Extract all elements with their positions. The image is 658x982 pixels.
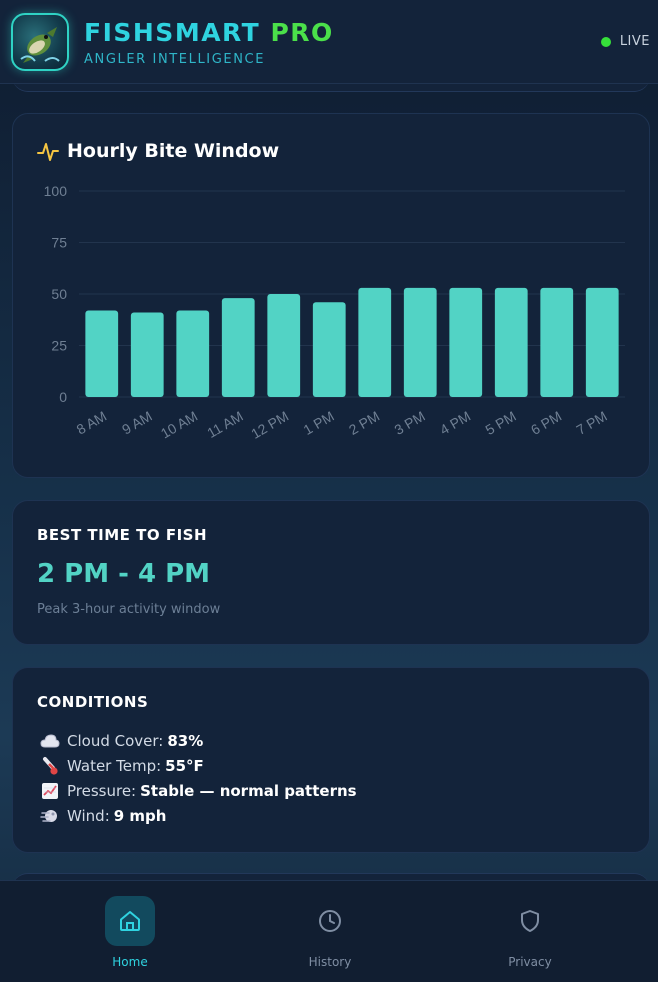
conditions-list: Cloud Cover: 83% Water Temp: 55°F Pressu… (39, 728, 357, 828)
conditions-heading: CONDITIONS (37, 693, 149, 711)
condition-value: 9 mph (113, 806, 167, 825)
x-tick-label: 6 PM (528, 408, 564, 438)
bar (267, 294, 301, 397)
bar (358, 287, 392, 397)
condition-value: 83% (167, 731, 204, 750)
x-tick-label: 11 AM (204, 408, 245, 441)
x-tick-label: 7 PM (573, 408, 609, 438)
nav-home-icon-wrap[interactable] (105, 896, 155, 946)
condition-cloud-cover: Cloud Cover: 83% (39, 728, 357, 753)
thermometer-icon (39, 755, 61, 777)
bar (221, 298, 255, 397)
home-icon (120, 911, 140, 931)
condition-value: Stable — normal patterns (140, 781, 357, 800)
clock-icon (319, 910, 341, 932)
app-title-pro: PRO (270, 18, 334, 47)
condition-pressure: Pressure: Stable — normal patterns (39, 778, 357, 803)
chart-up-icon (39, 780, 61, 802)
nav-privacy-label: Privacy (508, 955, 552, 969)
condition-label: Water Temp: (67, 756, 162, 775)
bar (176, 310, 210, 397)
app-header: FISHSMART PRO ANGLER INTELLIGENCE LIVE (0, 0, 658, 84)
condition-value: 55°F (165, 756, 204, 775)
y-tick-label: 75 (51, 235, 67, 251)
best-time-note: Peak 3-hour activity window (37, 602, 221, 617)
nav-history[interactable]: History (280, 896, 380, 969)
best-time-value: 2 PM - 4 PM (37, 559, 211, 589)
activity-pulse-icon (37, 143, 59, 161)
bar (449, 287, 483, 397)
bass-fish-icon (20, 27, 60, 63)
bar (85, 310, 119, 397)
live-dot-icon (600, 36, 611, 47)
nav-home[interactable]: Home (80, 896, 180, 969)
nav-privacy-icon-wrap[interactable] (505, 896, 555, 946)
condition-label: Wind: (67, 806, 110, 825)
nav-privacy[interactable]: Privacy (480, 896, 580, 969)
bite-window-chart: 0 25 50 75 100 8 AM 9 AM 10 AM 11 AM 12 PM 1 PM 2 P… (44, 183, 625, 442)
chart-title: Hourly Bite Window (67, 140, 280, 162)
x-tick-label: 9 AM (119, 408, 155, 438)
best-time-card: BEST TIME TO FISH 2 PM - 4 PM Peak 3-hou… (12, 500, 650, 645)
bottom-navigation: Home History Privacy (0, 880, 658, 982)
bar (540, 287, 574, 397)
shield-icon (521, 910, 539, 932)
cloud-icon (39, 730, 61, 752)
bar (130, 312, 164, 397)
nav-history-label: History (308, 955, 352, 969)
bar (403, 287, 437, 397)
app-title: FISHSMART PRO (84, 18, 334, 47)
bar (585, 287, 619, 397)
x-tick-label: 3 PM (391, 408, 427, 438)
x-tick-label: 5 PM (482, 408, 518, 438)
x-tick-label: 2 PM (346, 408, 382, 438)
x-tick-label: 8 AM (74, 408, 110, 438)
y-tick-label: 0 (59, 389, 67, 405)
x-tick-label: 4 PM (437, 408, 473, 438)
hourly-bite-card: Hourly Bite Window 0 25 50 75 100 8 AM 9 AM 10 … (12, 113, 650, 478)
y-tick-label: 100 (44, 183, 68, 199)
x-tick-label: 10 AM (158, 408, 200, 442)
app-title-main: FISHSMART (84, 18, 261, 47)
bar (494, 287, 528, 397)
best-time-heading: BEST TIME TO FISH (37, 526, 208, 544)
x-tick-label: 1 PM (300, 408, 336, 438)
conditions-card: CONDITIONS Cloud Cover: 83% Water Temp: … (12, 667, 650, 853)
live-status: LIVE (600, 34, 650, 49)
x-tick-label: 12 PM (248, 408, 291, 442)
app-logo (11, 13, 69, 71)
condition-wind: Wind: 9 mph (39, 803, 357, 828)
nav-home-label: Home (112, 955, 148, 969)
condition-label: Cloud Cover: (67, 731, 164, 750)
condition-label: Pressure: (67, 781, 137, 800)
live-status-label: LIVE (619, 34, 650, 49)
bar (312, 302, 346, 397)
y-tick-label: 50 (51, 286, 67, 302)
condition-water-temp: Water Temp: 55°F (39, 753, 357, 778)
y-tick-label: 25 (51, 338, 67, 354)
app-subtitle: ANGLER INTELLIGENCE (84, 52, 266, 67)
nav-history-icon-wrap[interactable] (305, 896, 355, 946)
wind-icon (39, 805, 61, 827)
